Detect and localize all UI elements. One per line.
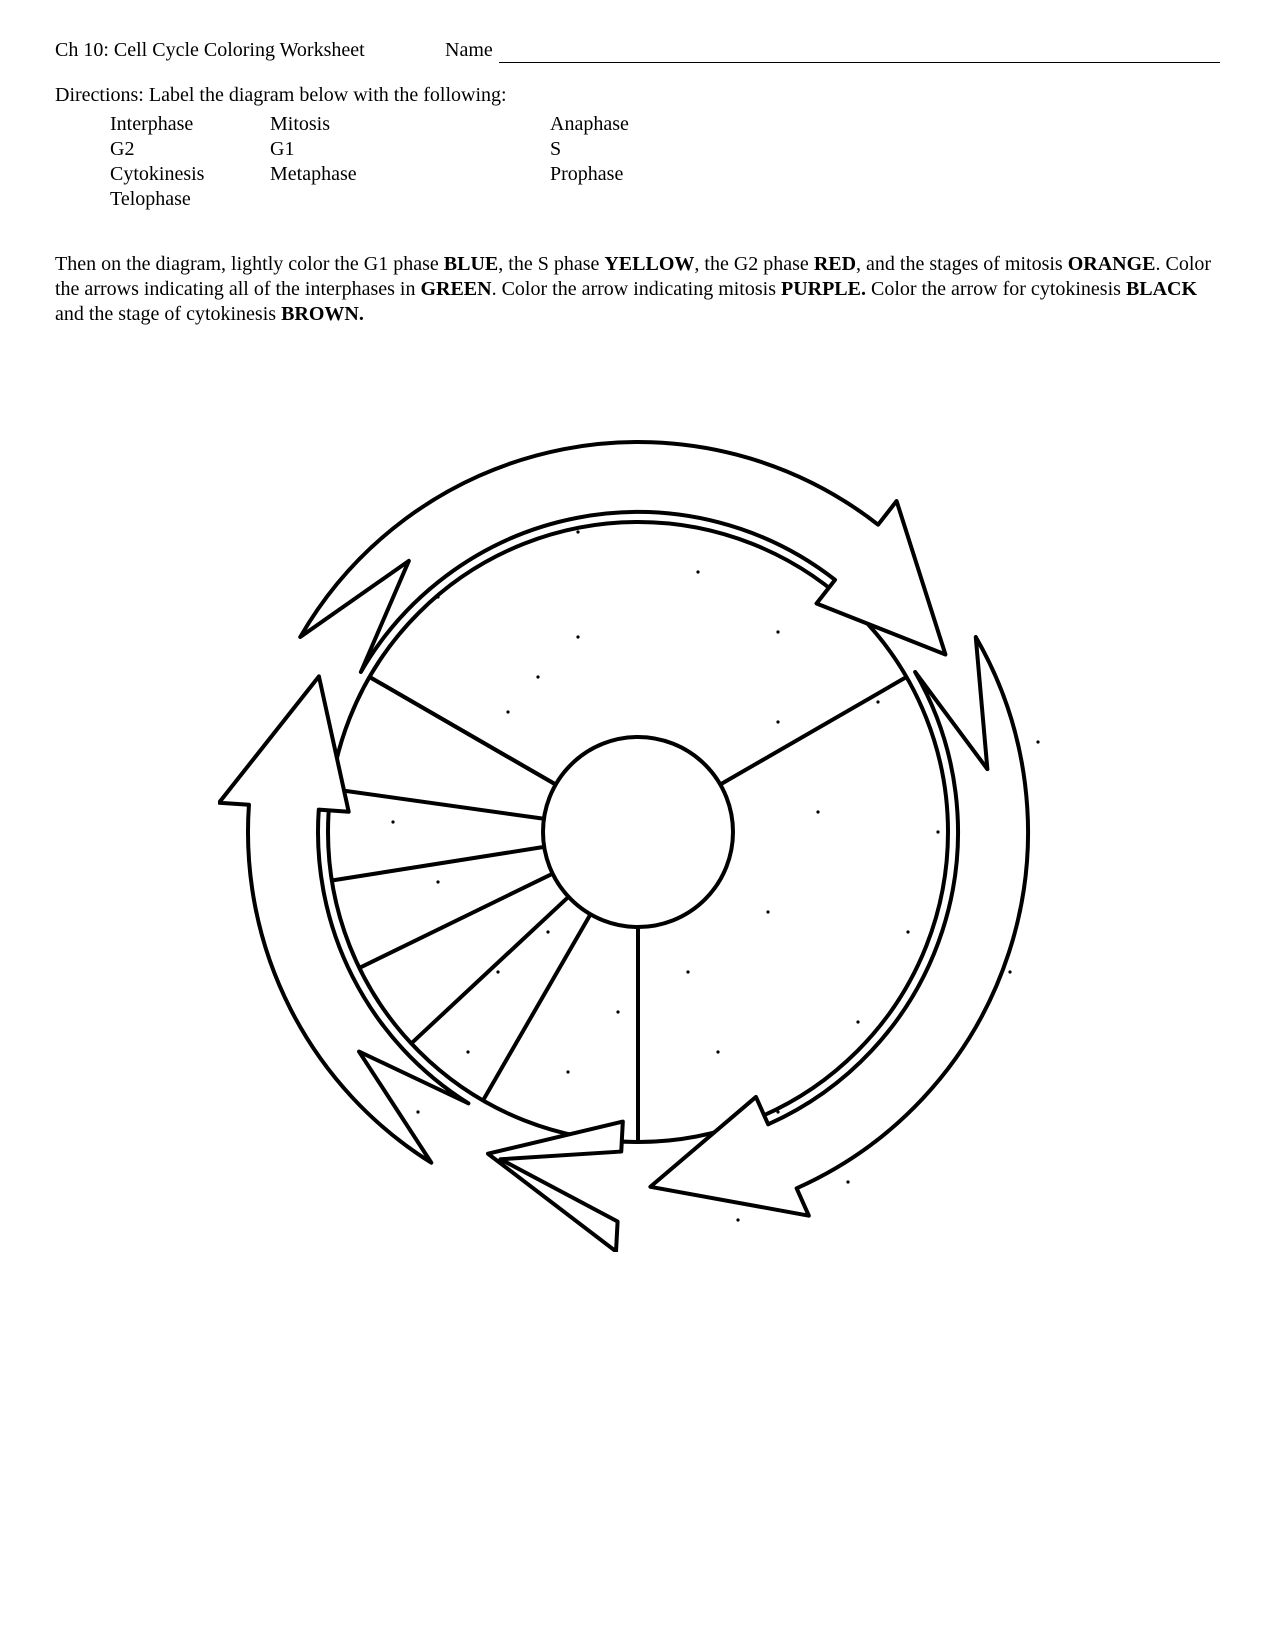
label-col-3: Anaphase S Prophase [550,112,1220,212]
cell-cycle-diagram [55,412,1220,1252]
diagram-svg [218,412,1058,1252]
term: Cytokinesis [110,162,270,187]
worksheet-title: Ch 10: Cell Cycle Coloring Worksheet [55,38,445,63]
label-term-columns: Interphase G2 Cytokinesis Telophase Mito… [55,112,1220,212]
term: Mitosis [270,112,550,137]
name-label: Name [445,38,493,63]
term: Prophase [550,162,1220,187]
term: Metaphase [270,162,550,187]
term: Anaphase [550,112,1220,137]
header: Ch 10: Cell Cycle Coloring Worksheet Nam… [55,38,1220,63]
name-input-line[interactable] [499,41,1220,63]
term: G2 [110,137,270,162]
coloring-instructions: Then on the diagram, lightly color the G… [55,252,1220,327]
term: G1 [270,137,550,162]
term: Telophase [110,187,270,212]
term: Interphase [110,112,270,137]
term: S [550,137,1220,162]
label-col-1: Interphase G2 Cytokinesis Telophase [110,112,270,212]
directions-text: Directions: Label the diagram below with… [55,83,1220,108]
label-col-2: Mitosis G1 Metaphase [270,112,550,212]
